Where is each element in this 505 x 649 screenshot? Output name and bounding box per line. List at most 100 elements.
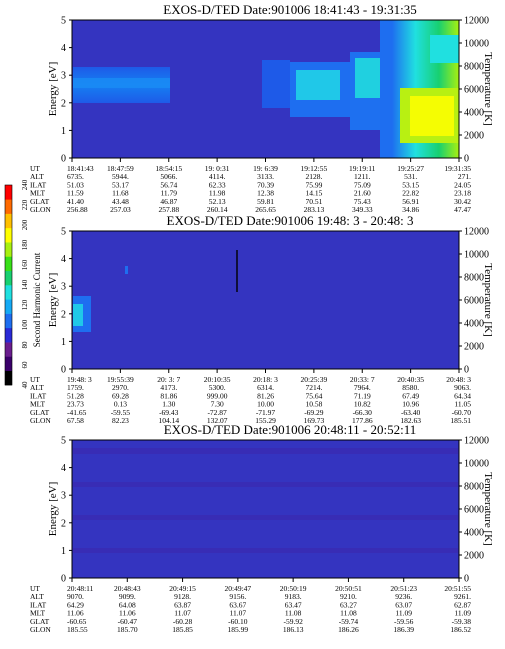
- orbit-value: 59.81: [257, 197, 274, 206]
- colorbar-swatch: [5, 227, 12, 243]
- orbit-row-label: GLON: [30, 625, 51, 634]
- orbit-value: -69.29: [304, 408, 324, 417]
- orbit-value: 7964.: [354, 383, 371, 392]
- colorbar-tick-label: 160: [21, 259, 29, 270]
- orbit-value: 1211.: [354, 172, 371, 181]
- orbit-value: 257.88: [158, 205, 179, 214]
- orbit-row-label: UT: [30, 164, 40, 173]
- orbit-value: 9063.: [454, 383, 471, 392]
- temperature-tick-label: 0: [464, 154, 469, 165]
- orbit-value: 63.67: [229, 600, 246, 609]
- orbit-value: 19:48: 3: [67, 375, 92, 384]
- energy-tick-label: 4: [61, 43, 66, 54]
- temperature-tick-label: 8000: [464, 62, 484, 73]
- orbit-value: 20:49:47: [225, 584, 252, 593]
- energy-tick-label: 1: [61, 546, 66, 557]
- colorbar-label: Second Harmonic Current: [32, 252, 42, 347]
- colorbar-frame: [4, 184, 13, 386]
- orbit-row-label: GLAT: [30, 617, 50, 626]
- orbit-row-label: ALT: [30, 383, 44, 392]
- orbit-value: 6735.: [67, 172, 84, 181]
- temperature-tick-label: 8000: [464, 482, 484, 493]
- orbit-value: 257.03: [110, 205, 131, 214]
- orbit-value: 185.70: [117, 625, 138, 634]
- energy-tick-label: 5: [61, 227, 66, 238]
- energy-tick-label: 1: [61, 126, 66, 137]
- panel-2-plot-background: [72, 231, 459, 369]
- orbit-value: -59.92: [283, 617, 303, 626]
- orbit-value: 3133.: [257, 172, 274, 181]
- orbit-value: 63.87: [174, 600, 191, 609]
- orbit-value: 10.00: [257, 400, 274, 409]
- orbit-value: 10.58: [305, 400, 322, 409]
- orbit-value: 283.13: [304, 205, 325, 214]
- orbit-value: 11.59: [67, 189, 84, 198]
- panel-1-orbit-table: UTALTILATMLTGLATGLON18:41:436735.51.0311…: [30, 158, 471, 214]
- temperature-tick-label: 0: [464, 365, 469, 376]
- temperature-tick-label: 10000: [464, 39, 489, 50]
- colorbar-tick-label: 100: [21, 319, 29, 330]
- temperature-tick-label: 2000: [464, 342, 484, 353]
- orbit-value: 132.07: [207, 416, 228, 425]
- panel-1: EXOS-D/TED Date:901006 18:41:43 - 19:31:…: [30, 2, 494, 214]
- colorbar: 40 60 80 100 120 140 160 180 200 220 240 Second Ha…: [4, 179, 42, 389]
- panel-3-orbit-table: UTALTILATMLTGLATGLON20:48:119070.64.2911…: [30, 578, 471, 634]
- energy-tick-label: 4: [61, 254, 66, 265]
- orbit-value: 75.09: [354, 180, 371, 189]
- orbit-value: 5300.: [209, 383, 226, 392]
- orbit-row-label: GLON: [30, 205, 51, 214]
- orbit-value: 64.08: [119, 600, 136, 609]
- orbit-value: -59.56: [394, 617, 414, 626]
- orbit-value: 349.33: [352, 205, 373, 214]
- colorbar-tick-label: 140: [21, 279, 29, 290]
- orbit-value: 20:50:19: [280, 584, 307, 593]
- orbit-value: 20:33: 7: [350, 375, 375, 384]
- orbit-value: 260.14: [207, 205, 228, 214]
- orbit-value: 56.74: [160, 180, 177, 189]
- energy-tick-label: 3: [61, 491, 66, 502]
- orbit-row-label: GLAT: [30, 197, 50, 206]
- panel-1-title: EXOS-D/TED Date:901006 18:41:43 - 19:31:…: [163, 2, 416, 17]
- panel-3-plot-background: [72, 440, 459, 578]
- orbit-value: 19:55:39: [107, 375, 134, 384]
- temperature-tick-label: 4000: [464, 528, 484, 539]
- panel-2-ylabel: Energy [eV]: [47, 273, 59, 327]
- orbit-row-label: ILAT: [30, 600, 47, 609]
- orbit-value: -60.65: [67, 617, 87, 626]
- panel-1-y2label: Temperature [K]: [482, 52, 494, 125]
- orbit-value: 11.07: [230, 609, 247, 618]
- temperature-tick-label: 12000: [464, 16, 489, 27]
- temperature-tick-label: 2000: [464, 551, 484, 562]
- orbit-value: 169.73: [304, 416, 325, 425]
- orbit-value: 9099.: [119, 592, 136, 601]
- temperature-tick-label: 10000: [464, 459, 489, 470]
- temperature-tick-label: 2000: [464, 131, 484, 142]
- colorbar-swatch: [5, 270, 12, 286]
- orbit-value: 155.29: [255, 416, 276, 425]
- panel-3-streak-a: [73, 448, 458, 454]
- panel-1-yellow-zone: [410, 96, 454, 136]
- orbit-value: 11.08: [285, 609, 302, 618]
- orbit-value: 51.03: [67, 180, 84, 189]
- orbit-value: 11.79: [160, 189, 177, 198]
- orbit-value: 5944.: [112, 172, 129, 181]
- orbit-value: 18:47:59: [107, 164, 134, 173]
- orbit-value: 62.33: [209, 180, 226, 189]
- orbit-value: -72.87: [207, 408, 227, 417]
- orbit-value: 81.86: [160, 391, 177, 400]
- panel-2-left-ticks: 0 1 2 3 4 5: [61, 227, 72, 376]
- orbit-value: 11.05: [454, 400, 471, 409]
- orbit-value: 19: 0:31: [205, 164, 230, 173]
- orbit-value: -60.47: [118, 617, 138, 626]
- energy-tick-label: 5: [61, 16, 66, 27]
- orbit-value: 999.00: [207, 391, 228, 400]
- panel-2-heatmap-features: [73, 250, 238, 332]
- orbit-value: 4114.: [209, 172, 226, 181]
- panel-3-left-ticks: 0 1 2 3 4 5: [61, 436, 72, 585]
- orbit-value: 75.43: [354, 197, 371, 206]
- orbit-value: -60.70: [452, 408, 472, 417]
- colorbar-swatch: [5, 185, 12, 200]
- colorbar-tick-label: 120: [21, 299, 29, 310]
- orbit-value: 52.13: [209, 197, 226, 206]
